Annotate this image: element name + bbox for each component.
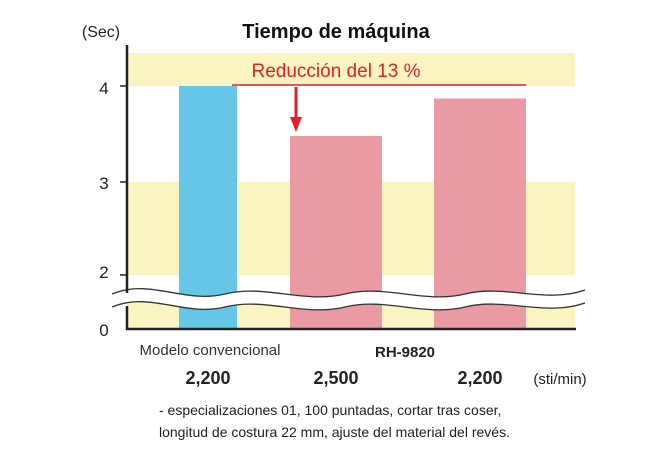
group-label-conventional: Modelo convencional [140,342,281,359]
chart-title: Tiempo de máquina [242,21,430,43]
footnote-line-2: longitud de costura 22 mm, ajuste del ma… [159,424,510,440]
x-label-1: 2,200 [185,368,230,388]
reduction-annotation: Reducción del 13 % [252,61,421,82]
x-label-2: 2,500 [313,368,358,388]
y-tick-label-3: 3 [99,174,108,193]
bar-3 [434,98,526,329]
x-axis-unit: (sti/min) [533,371,586,388]
footnote-line-1: - especializaciones 01, 100 puntadas, co… [159,402,502,418]
reduction-arrow-head [290,117,302,132]
axis-break-line-top [111,288,586,298]
x-label-3: 2,200 [457,368,502,388]
band-top [127,53,575,86]
y-tick-label-0: 0 [99,321,108,340]
group-label-rh9820: RH-9820 [375,344,435,361]
axis-break-line-bottom [111,301,586,311]
y-tick-label-2: 2 [99,263,108,282]
y-tick-label-4: 4 [99,79,108,98]
bar-1 [179,86,237,329]
y-axis-label: (Sec) [82,24,120,41]
